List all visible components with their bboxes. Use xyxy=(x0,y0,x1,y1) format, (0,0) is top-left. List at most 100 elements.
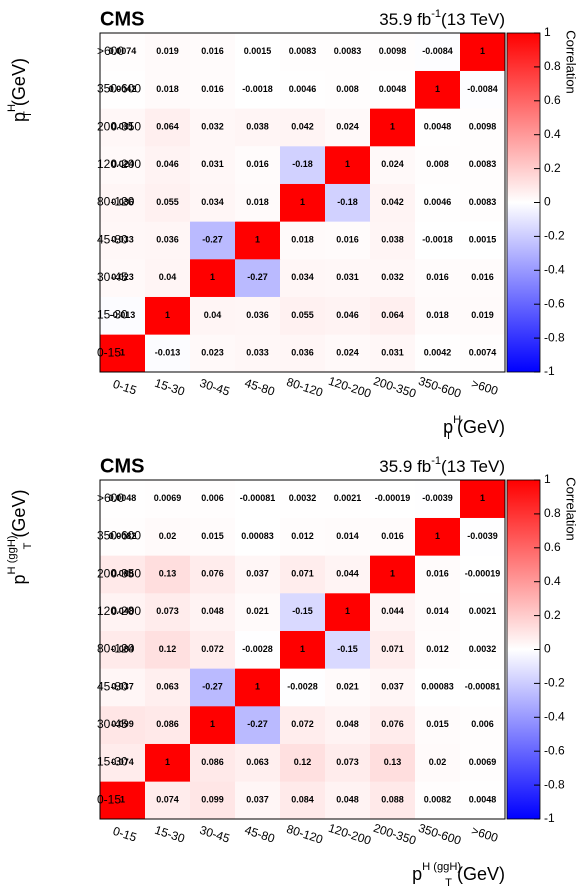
cell xyxy=(460,555,506,594)
cell xyxy=(145,480,191,518)
x-axis-label-unit: (GeV) xyxy=(457,417,505,437)
cell-label: 0.02 xyxy=(429,757,447,767)
cell-label: 1 xyxy=(300,197,305,207)
lumi-sup: -1 xyxy=(431,455,441,467)
cell xyxy=(280,517,326,556)
cell-label: 0.088 xyxy=(111,569,134,579)
cell-label: -0.0039 xyxy=(467,531,498,541)
cell xyxy=(325,146,371,184)
x-tick-label: 350-600 xyxy=(417,821,464,848)
cell-label: 0.015 xyxy=(201,531,224,541)
colorbar-tick-label: -1 xyxy=(544,364,555,378)
cell xyxy=(460,781,506,820)
cell xyxy=(145,630,191,669)
cell xyxy=(280,70,326,109)
cell xyxy=(145,593,191,631)
y-tick-label: 15-30 xyxy=(97,308,128,322)
x-tick-label: 0-15 xyxy=(111,824,138,845)
x-tick-label: 15-30 xyxy=(153,823,187,846)
cell-label: 0.0021 xyxy=(469,606,497,616)
x-axis-label-unit: (GeV) xyxy=(457,864,505,884)
x-tick-label: 80-120 xyxy=(285,375,325,400)
cell xyxy=(415,33,461,71)
cell xyxy=(235,33,281,71)
cell-label: 0.0083 xyxy=(289,46,317,56)
cell-label: -0.00019 xyxy=(465,569,501,579)
cell xyxy=(100,706,146,744)
cell-label: 0.048 xyxy=(336,719,359,729)
cell-label: 0.048 xyxy=(336,795,359,805)
cell-label: -0.0084 xyxy=(467,84,498,94)
colorbar-tick-label: -0.4 xyxy=(544,709,565,723)
cell xyxy=(100,555,146,594)
cell xyxy=(370,781,416,820)
x-tick-label: 45-80 xyxy=(243,376,277,399)
cell-label: 1 xyxy=(480,493,485,503)
cell xyxy=(280,668,326,707)
cell-label: 1 xyxy=(435,531,440,541)
x-tick-label: 120-200 xyxy=(327,821,374,848)
x-tick-label: 30-45 xyxy=(198,376,232,399)
colorbar-tick-label: -0.8 xyxy=(544,330,565,344)
cell xyxy=(460,33,506,71)
colorbar-tick-label: 0 xyxy=(544,195,551,209)
cell-label: 0.016 xyxy=(381,531,404,541)
cell xyxy=(235,221,281,260)
cell xyxy=(145,146,191,184)
cell xyxy=(415,593,461,631)
cell-label: -0.18 xyxy=(292,159,313,169)
cell xyxy=(280,259,326,297)
cell xyxy=(460,146,506,184)
cell xyxy=(100,517,146,556)
cell xyxy=(100,781,146,820)
cell-label: 1 xyxy=(255,682,260,692)
cell xyxy=(235,517,281,556)
cell-label: 0.036 xyxy=(246,310,269,320)
cell xyxy=(190,555,236,594)
cell-label: 0.016 xyxy=(246,159,269,169)
cell xyxy=(190,183,236,222)
cell-label: 1 xyxy=(480,46,485,56)
colorbar-tick-label: 0.2 xyxy=(544,608,561,622)
x-axis-label-sup: H xyxy=(453,414,461,426)
cell xyxy=(235,781,281,820)
x-axis-label-sub: T xyxy=(445,430,452,442)
cell xyxy=(280,781,326,820)
cell-label: 0.016 xyxy=(471,272,494,282)
colorbar-tick-label: -0.2 xyxy=(544,676,565,690)
cell xyxy=(415,706,461,744)
cell xyxy=(325,593,371,631)
cell-label: -0.00081 xyxy=(240,493,276,503)
cell xyxy=(370,33,416,71)
cell-label: 0.063 xyxy=(156,682,179,692)
cell-label: 0.012 xyxy=(291,531,314,541)
cell-label: 0.055 xyxy=(291,310,314,320)
y-tick-label: 45-80 xyxy=(97,232,128,246)
x-tick-label: >600 xyxy=(470,823,500,845)
cell-label: 0.086 xyxy=(201,757,224,767)
cell xyxy=(415,108,461,147)
cell xyxy=(145,334,191,373)
cell-label: 0.076 xyxy=(201,569,224,579)
cell xyxy=(190,334,236,373)
y-tick-label: >600 xyxy=(97,491,124,505)
cell xyxy=(100,33,146,71)
cell xyxy=(190,743,236,782)
cell xyxy=(100,221,146,260)
cell xyxy=(280,555,326,594)
x-tick-label: 30-45 xyxy=(198,823,232,846)
cell xyxy=(235,555,281,594)
cell-label: 0.04 xyxy=(159,272,177,282)
cell xyxy=(190,33,236,71)
cell xyxy=(280,296,326,335)
plot-frame xyxy=(99,32,506,373)
cell xyxy=(370,517,416,556)
cell-label: -0.27 xyxy=(247,719,268,729)
colorbar-tick-label: 0.4 xyxy=(544,127,561,141)
cell xyxy=(100,593,146,631)
cell-label: 0.036 xyxy=(156,235,179,245)
chart-title: CMS xyxy=(100,455,144,477)
cell-label: 0.018 xyxy=(246,197,269,207)
cell xyxy=(280,593,326,631)
cell-label: 0.074 xyxy=(156,795,179,805)
